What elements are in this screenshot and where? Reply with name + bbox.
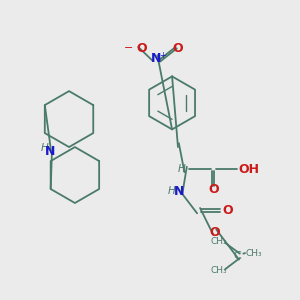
Text: O: O	[137, 42, 147, 55]
Text: N: N	[174, 185, 184, 198]
Text: H: H	[167, 186, 175, 196]
Text: CH₃: CH₃	[211, 266, 227, 275]
Text: O: O	[222, 204, 233, 217]
Text: +: +	[159, 51, 166, 60]
Text: CH₃: CH₃	[245, 249, 262, 258]
Text: OH: OH	[238, 163, 259, 176]
Text: CH₃: CH₃	[211, 237, 227, 246]
Text: O: O	[209, 226, 220, 239]
Text: N: N	[151, 52, 161, 65]
Text: O: O	[173, 42, 183, 55]
Text: H: H	[41, 143, 49, 153]
Text: O: O	[208, 183, 219, 196]
Text: H: H	[178, 164, 186, 174]
Text: −: −	[124, 44, 133, 53]
Text: C: C	[233, 251, 241, 261]
Text: N: N	[45, 145, 55, 158]
